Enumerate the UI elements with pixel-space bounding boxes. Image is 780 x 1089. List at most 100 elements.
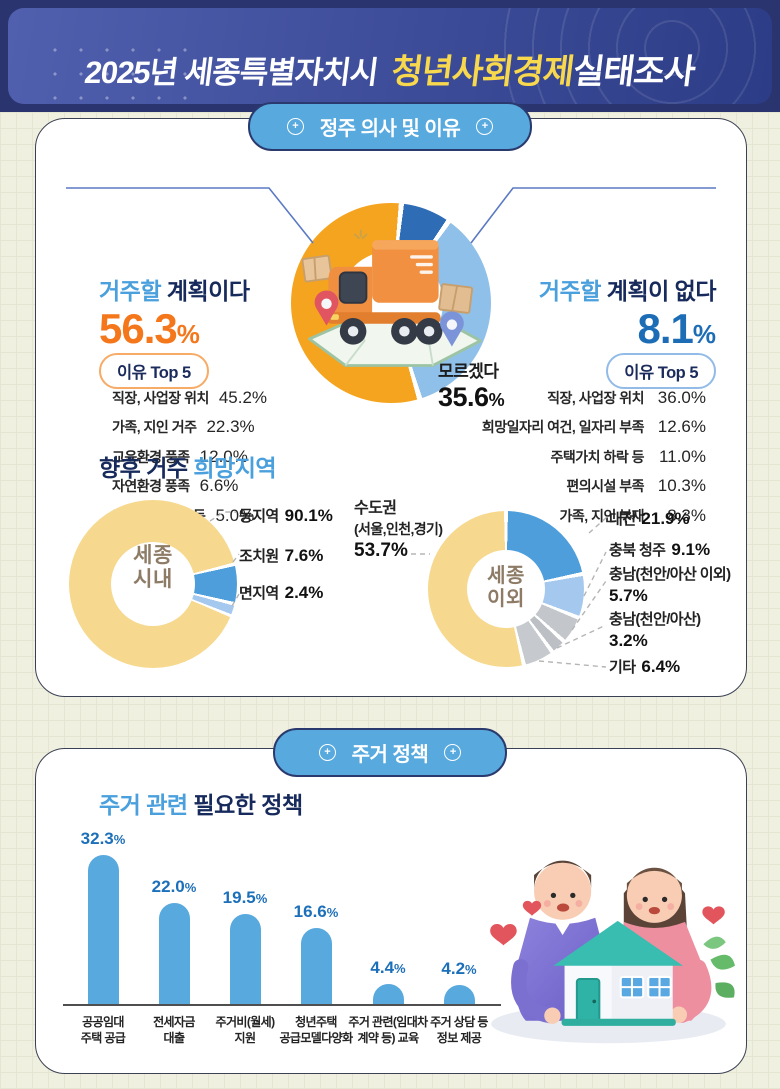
plus-circle-icon [444,744,462,761]
plus-circle-icon [318,744,336,761]
bar-group: 4.4% [336,958,440,1004]
bar-value-label: 19.5% [223,888,268,908]
bar [229,914,261,1004]
bar-category-line: 주거 상담 등 [430,1015,488,1029]
heart-icon [490,900,725,946]
bar-value-label: 16.6% [294,902,339,922]
percent-sign: % [326,904,339,920]
page-title-highlight: 청년사회경제 [389,53,576,91]
bar-number: 4.2 [441,958,466,978]
percent-sign: % [394,960,406,976]
plan-no-heading-accent: 거주할 [538,278,601,304]
center-label-line: 시내 [133,568,173,592]
bar-category-label: 주거 관련(임대차 계약 등) 교육 [336,1014,440,1046]
plan-yes-reason-list: 직장, 사업장 위치 45.2% 가족, 지인 거주 22.3% 교육환경 풍족 12… [112,383,267,531]
bar-group: 16.6% [264,902,368,1004]
plan-yes-top5-badge: 이유 Top 5 [99,353,209,389]
bar-value-label: 22.0% [152,877,197,897]
reason-label: 편의시설 부족 [566,478,644,495]
plan-yes-heading: 거주할 계획이다 [99,272,250,306]
settlement-card: 거주할 계획이다 거주할 계획이 없다 56.3% 8.1% 이유 Top 5 … [35,118,747,697]
callout-value: 21.9% [641,509,690,528]
callout-value: 6.4% [641,657,681,676]
bar-category-line: 대출 [163,1031,185,1046]
bar-category-line: 전세자금 [153,1015,195,1029]
callout-value: 9.1% [671,540,711,559]
reason-row: 희망일자리 여건, 일자리 부족 12.6% [482,413,706,443]
cardboard-box-icon [301,254,333,283]
bar-number: 22.0 [151,876,185,896]
plan-yes-value: 56.3% [99,305,200,353]
reason-row: 교육환경 풍족 12.0% [112,442,267,472]
outside-donut-center-label: 세종 이외 [428,565,584,611]
percent-sign: % [184,879,197,895]
plan-yes-number: 56.3 [99,305,178,352]
bar-number: 32.3 [80,829,114,849]
dot-pattern-decoration [42,38,192,104]
map-pin-icon [440,311,464,347]
page-title-suffix: 실태조사 [570,53,697,91]
center-label-line: 세종 [133,544,173,567]
plan-yes-heading-accent: 거주할 [99,278,161,304]
plus-circle-icon [286,118,304,135]
callout-value: 53.7% [354,540,408,562]
bar-category-line: 정보 제공 [436,1031,482,1046]
reason-value: 8.3% [667,505,706,525]
reason-label: 직장, 사업장 위치 [547,389,644,406]
bar-chart-axis [63,1004,501,1006]
bar-category-line: 지원 [234,1031,256,1046]
reason-row: 주택가치 하락 등 11.0% [482,442,706,472]
bar-category-label: 청년주택 공급모델다양화 [264,1014,368,1046]
reason-label: 가족, 지인 부재 [559,507,645,524]
bar-group: 22.0% [122,877,226,1004]
bar-category-line: 계약 등) 교육 [357,1031,419,1046]
callout-label: 동지역 [239,508,279,525]
reason-label: 교육환경 풍족 [112,448,190,465]
callout-chungnam-other: 충남(천안/아산 이외) 5.7% [609,565,731,608]
bar-value-label: 4.2% [441,959,476,979]
page-title-prefix: 2025년 세종특별자치시 [82,55,380,90]
plan-no-connector-line [470,187,716,244]
callout-label: 대전 [609,511,636,528]
bar-category-line: 공공임대 [82,1015,124,1029]
callout-label: 수도권 [354,500,397,517]
region-heading: 향후 거주 희망지역 [99,449,277,483]
map-pin-icon [314,290,339,326]
reason-value: 6.6% [199,476,239,496]
housing-heading-accent: 주거 관련 [99,792,188,818]
bar [443,984,475,1004]
reason-row: 편의시설 부족 10.3% [482,472,706,502]
bar-number: 19.5 [222,888,256,908]
reason-label: 직장, 사업장 위치 [112,389,209,406]
housing-policy-card: 주거 관련 필요한 정책 32.3% 22.0% 19.5% 16.6% 4.4… [35,748,747,1074]
percent-sign: % [692,319,716,349]
section-badge-settlement: 정주 의사 및 이유 [248,102,532,151]
callout-chungnam: 충남(천안/아산) 3.2% [609,610,701,653]
percent-sign: % [113,832,126,848]
house-icon [553,920,683,1026]
callout-label: 충남(천안/아산) [609,611,701,628]
inside-donut-center-label: 세종 시내 [69,544,237,592]
percent-sign: % [255,891,268,907]
callout-etc: 기타 6.4% [609,656,680,677]
percent-sign: % [488,390,505,410]
bar [372,983,404,1004]
housing-heading-rest: 필요한 정책 [193,792,303,818]
reason-row: 직장, 사업장 위치 45.2% [112,383,267,413]
callout-daejeon: 대전 21.9% [609,508,690,529]
callout-sublabel: (서울,인천,경기) [354,520,443,537]
reason-value: 45.2% [218,387,268,407]
inside-sejong-donut-chart [69,500,237,668]
center-label-line: 세종 [487,565,525,587]
section-badge-housing: 주거 정책 [273,728,507,777]
bar-value-label: 4.4% [370,958,405,978]
bar-category-line: 청년주택 [295,1015,337,1029]
reason-row: 가족, 지인 부재 8.3% [482,501,706,531]
reason-value: 11.0% [659,446,706,466]
sparkle-icon [354,229,368,240]
leaf-decoration [703,936,735,998]
reason-value: 22.3% [206,417,255,437]
reason-label: 희망일자리 여건, 일자리 부족 [481,419,645,436]
